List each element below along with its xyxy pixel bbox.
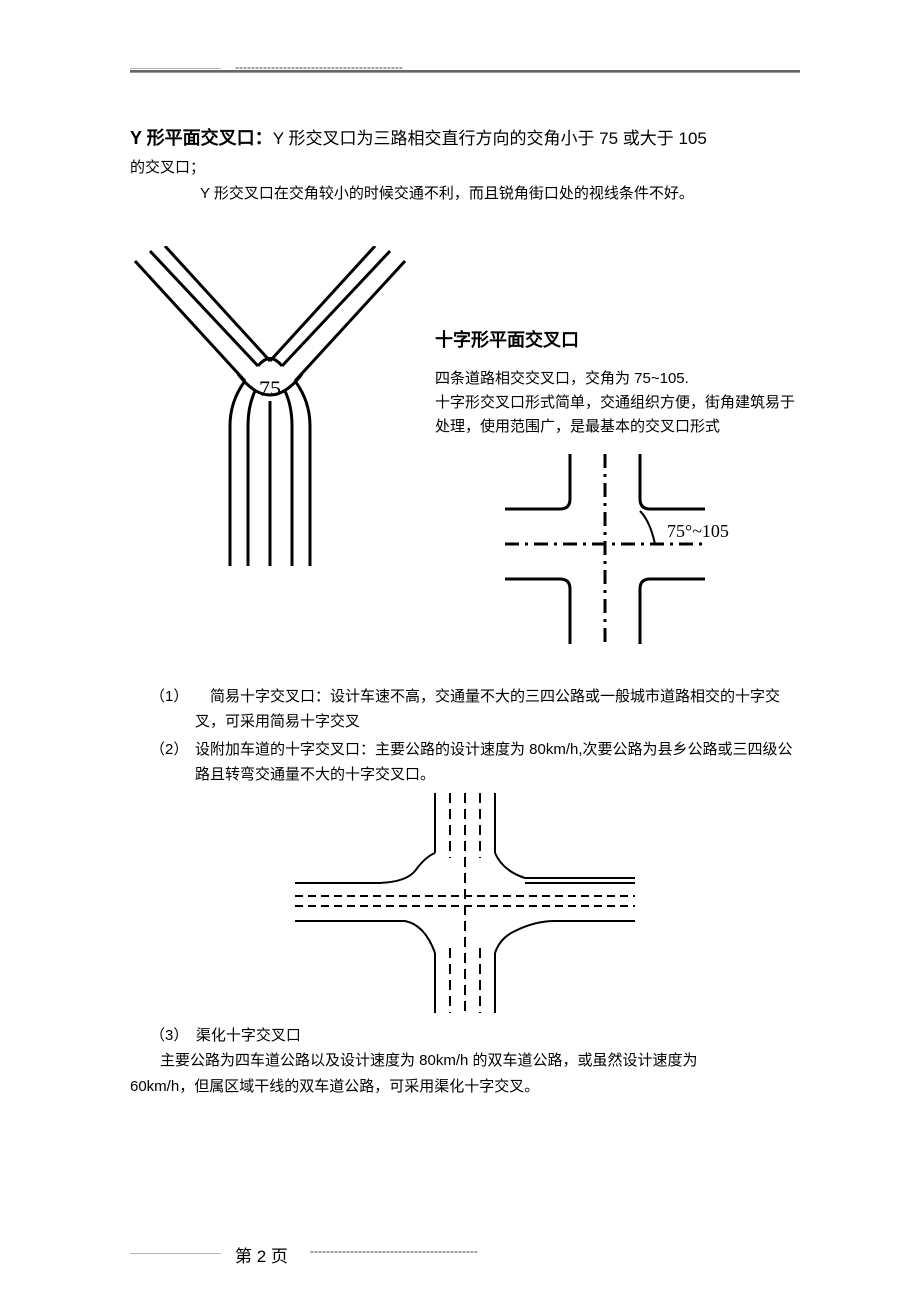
y-title-rest: Y 形交叉口为三路相交直行方向的交角小于 75 或大于 105 xyxy=(273,129,707,148)
cross-desc2: 十字形交叉口形式简单，交通组织方便，街角建筑易于处理，使用范围广，是最基本的交叉… xyxy=(435,391,800,439)
list-text-3b: 60km/h，但属区域干线的双车道公路，可采用渠化十字交叉。 xyxy=(130,1074,800,1100)
list-text-3a: 主要公路为四车道公路以及设计速度为 80km/h 的双车道公路，或虽然设计速度为 xyxy=(130,1048,800,1074)
y-line3: Y 形交叉口在交角较小的时候交通不利，而且锐角街口处的视线条件不好。 xyxy=(130,182,800,206)
header-dashes: ----------------------------------------… xyxy=(235,60,403,74)
cross-diagram: 75°~105 xyxy=(495,449,800,654)
footer-small-dashes: ——————————————— xyxy=(130,1250,220,1257)
cross-angle-label: 75°~105 xyxy=(667,521,729,541)
footer-dashes: ----------------------------------------… xyxy=(310,1244,478,1258)
footer-page-number: 第 2 页 xyxy=(235,1242,288,1267)
y-line2: 的交叉口； xyxy=(130,156,800,180)
aux-lane-diagram xyxy=(130,793,800,1018)
header-rule: ——————————————— ------------------------… xyxy=(130,70,800,73)
list-num-1: （1） xyxy=(130,684,195,735)
list-text-1: 简易十字交叉口：设计车速不高，交通量不大的三四公路或一般城市道路相交的十字交叉，… xyxy=(195,684,800,735)
list-item-2: （2） 设附加车道的十字交叉口：主要公路的设计速度为 80km/h,次要公路为县… xyxy=(130,737,800,788)
cross-desc1: 四条道路相交交叉口，交角为 75~105. xyxy=(435,367,800,391)
y-section-heading: Y 形平面交叉口：Y 形交叉口为三路相交直行方向的交角小于 75 或大于 105 xyxy=(130,123,800,154)
list-num-2: （2） xyxy=(130,737,195,788)
y-title-bold: Y 形平面交叉口： xyxy=(130,128,273,148)
y-diagram: 75 xyxy=(130,246,410,654)
footer: ——————————————— 第 2 页 ------------------… xyxy=(130,1242,800,1262)
list-text-2: 设附加车道的十字交叉口：主要公路的设计速度为 80km/h,次要公路为县乡公路或… xyxy=(195,737,800,788)
header-small-dashes: ——————————————— xyxy=(130,65,220,72)
list-item-1: （1） 简易十字交叉口：设计车速不高，交通量不大的三四公路或一般城市道路相交的十… xyxy=(130,684,800,735)
y-angle-label: 75 xyxy=(259,376,281,401)
cross-title: 十字形平面交叉口 xyxy=(435,326,800,352)
list-num-3: （3） 渠化十字交叉口 xyxy=(130,1023,800,1049)
